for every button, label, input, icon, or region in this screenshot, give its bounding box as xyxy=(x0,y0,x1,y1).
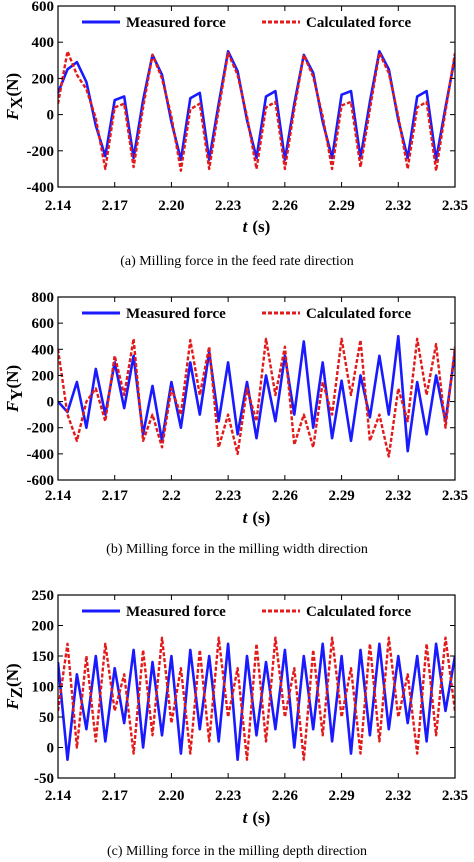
panel-caption: (a) Milling force in the feed rate direc… xyxy=(120,254,354,269)
y-tick-label: 400 xyxy=(32,35,55,51)
panel-caption: (b) Milling force in the milling width d… xyxy=(106,542,368,557)
chart-panel-1: 2.14 2.17 2.20 2.23 2.26 2.29 2.32 2.35 -400 -200… xyxy=(3,0,468,269)
y-tick-label: 0 xyxy=(47,395,55,411)
y-tick-label: -200 xyxy=(27,144,55,160)
legend-label-measured: Measured force xyxy=(126,604,226,620)
x-axis-label: t (s) xyxy=(243,808,271,827)
x-tick-label: 2.2 xyxy=(162,488,181,504)
x-tick-label: 2.26 xyxy=(272,198,299,214)
x-tick-label: 2.23 xyxy=(215,198,241,214)
x-tick-label: 2.17 xyxy=(102,788,129,804)
x-tick-label: 2.26 xyxy=(272,788,299,804)
y-tick-label: 200 xyxy=(32,71,55,87)
y-axis-label: FZ(N) xyxy=(3,663,26,710)
legend-label-measured: Measured force xyxy=(126,15,226,31)
legend-label-calculated: Calculated force xyxy=(306,15,411,31)
y-tick-label: 0 xyxy=(47,108,55,124)
legend-label-calculated: Calculated force xyxy=(306,306,411,322)
y-tick-label: 800 xyxy=(32,290,55,306)
x-tick-label: 2.20 xyxy=(158,198,184,214)
y-axis-label: FX(N) xyxy=(3,73,26,121)
y-tick-label: 400 xyxy=(32,342,55,358)
series-line-measured xyxy=(58,334,455,453)
legend-label-calculated: Calculated force xyxy=(306,604,411,620)
y-tick-label: 200 xyxy=(32,368,55,384)
x-tick-label: 2.14 xyxy=(45,198,72,214)
x-tick-label: 2.29 xyxy=(328,198,354,214)
y-axis-label: FY(N) xyxy=(3,365,26,413)
x-tick-label: 2.35 xyxy=(442,488,468,504)
x-tick-label: 2.32 xyxy=(385,788,411,804)
x-tick-label: 2.32 xyxy=(385,198,411,214)
chart-panel-3: 2.14 2.17 2.20 2.23 2.26 2.29 2.32 2.35 -50 0 50 10… xyxy=(3,588,468,859)
y-tick-label: -600 xyxy=(27,473,55,489)
y-tick-label: -200 xyxy=(27,421,55,437)
x-tick-label: 2.26 xyxy=(272,488,299,504)
y-tick-label: 250 xyxy=(32,588,55,604)
series-line-measured xyxy=(58,642,455,762)
y-tick-label: 600 xyxy=(32,0,55,15)
x-tick-label: 2.20 xyxy=(158,788,184,804)
plot-frame xyxy=(57,5,456,188)
x-tick-label: 2.29 xyxy=(328,488,354,504)
x-tick-label: 2.14 xyxy=(45,788,72,804)
series-line-calculated xyxy=(58,50,455,172)
x-tick-label: 2.14 xyxy=(45,488,72,504)
x-tick-label: 2.17 xyxy=(102,198,129,214)
chart-panel-2: 2.14 2.17 2.2 2.23 2.26 2.29 2.32 2.35 -600 -400 -… xyxy=(3,290,468,557)
y-tick-label: -400 xyxy=(27,180,55,196)
x-tick-label: 2.23 xyxy=(215,488,241,504)
y-tick-label: 150 xyxy=(32,649,55,665)
y-tick-label: 50 xyxy=(39,710,54,726)
plot-frame xyxy=(57,296,456,481)
y-tick-label: 100 xyxy=(32,680,55,696)
x-tick-label: 2.35 xyxy=(442,788,468,804)
series-line-calculated xyxy=(58,636,455,761)
y-tick-label: -400 xyxy=(27,447,55,463)
x-tick-label: 2.23 xyxy=(215,788,241,804)
series-line-measured xyxy=(58,49,455,162)
series-line-calculated xyxy=(58,337,455,458)
y-tick-label: -50 xyxy=(34,771,54,787)
x-tick-label: 2.17 xyxy=(102,488,129,504)
x-tick-label: 2.32 xyxy=(385,488,411,504)
panel-caption: (c) Milling force in the milling depth d… xyxy=(107,844,367,859)
x-tick-label: 2.35 xyxy=(442,198,468,214)
legend-label-measured: Measured force xyxy=(126,306,226,322)
y-tick-label: 0 xyxy=(47,741,55,757)
y-tick-label: 200 xyxy=(32,619,55,635)
x-axis-label: t (s) xyxy=(243,217,271,236)
x-tick-label: 2.29 xyxy=(328,788,354,804)
y-tick-label: 600 xyxy=(32,316,55,332)
x-axis-label: t (s) xyxy=(243,508,271,527)
